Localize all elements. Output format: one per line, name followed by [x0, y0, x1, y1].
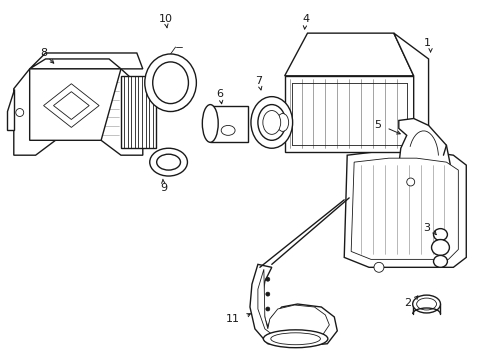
Polygon shape — [249, 264, 337, 347]
Ellipse shape — [250, 96, 292, 148]
Polygon shape — [121, 76, 155, 148]
Ellipse shape — [263, 111, 280, 134]
Ellipse shape — [433, 255, 447, 267]
Polygon shape — [30, 69, 121, 140]
Text: 5: 5 — [373, 121, 380, 130]
Text: 8: 8 — [40, 48, 47, 58]
Ellipse shape — [257, 105, 285, 140]
Text: 9: 9 — [160, 183, 167, 193]
Polygon shape — [30, 53, 142, 69]
Polygon shape — [210, 105, 247, 142]
Polygon shape — [7, 89, 14, 130]
Text: 6: 6 — [216, 89, 223, 99]
Text: 10: 10 — [158, 14, 172, 24]
Ellipse shape — [16, 109, 24, 117]
Polygon shape — [257, 269, 328, 341]
Ellipse shape — [270, 333, 320, 345]
Ellipse shape — [221, 125, 235, 135]
Ellipse shape — [149, 148, 187, 176]
Ellipse shape — [202, 105, 218, 142]
Text: 4: 4 — [302, 14, 308, 24]
Polygon shape — [53, 92, 89, 120]
Ellipse shape — [406, 178, 414, 186]
Ellipse shape — [265, 307, 269, 311]
Text: 7: 7 — [255, 76, 262, 86]
Ellipse shape — [263, 330, 327, 348]
Ellipse shape — [433, 229, 447, 240]
Ellipse shape — [373, 262, 383, 272]
Ellipse shape — [416, 298, 436, 310]
Ellipse shape — [265, 292, 269, 296]
Ellipse shape — [144, 54, 196, 112]
Polygon shape — [284, 33, 413, 76]
Polygon shape — [284, 76, 413, 152]
Polygon shape — [344, 150, 466, 267]
Text: 3: 3 — [423, 222, 429, 233]
Ellipse shape — [276, 113, 288, 131]
Polygon shape — [43, 84, 99, 127]
Polygon shape — [350, 158, 457, 260]
Ellipse shape — [156, 154, 180, 170]
Ellipse shape — [412, 295, 440, 313]
Ellipse shape — [152, 62, 188, 104]
Polygon shape — [14, 69, 142, 155]
Polygon shape — [393, 33, 427, 152]
Ellipse shape — [431, 239, 448, 255]
Ellipse shape — [265, 277, 269, 281]
Polygon shape — [398, 118, 449, 192]
Text: 2: 2 — [404, 298, 411, 308]
Text: 11: 11 — [225, 314, 240, 324]
Text: 1: 1 — [423, 38, 429, 48]
